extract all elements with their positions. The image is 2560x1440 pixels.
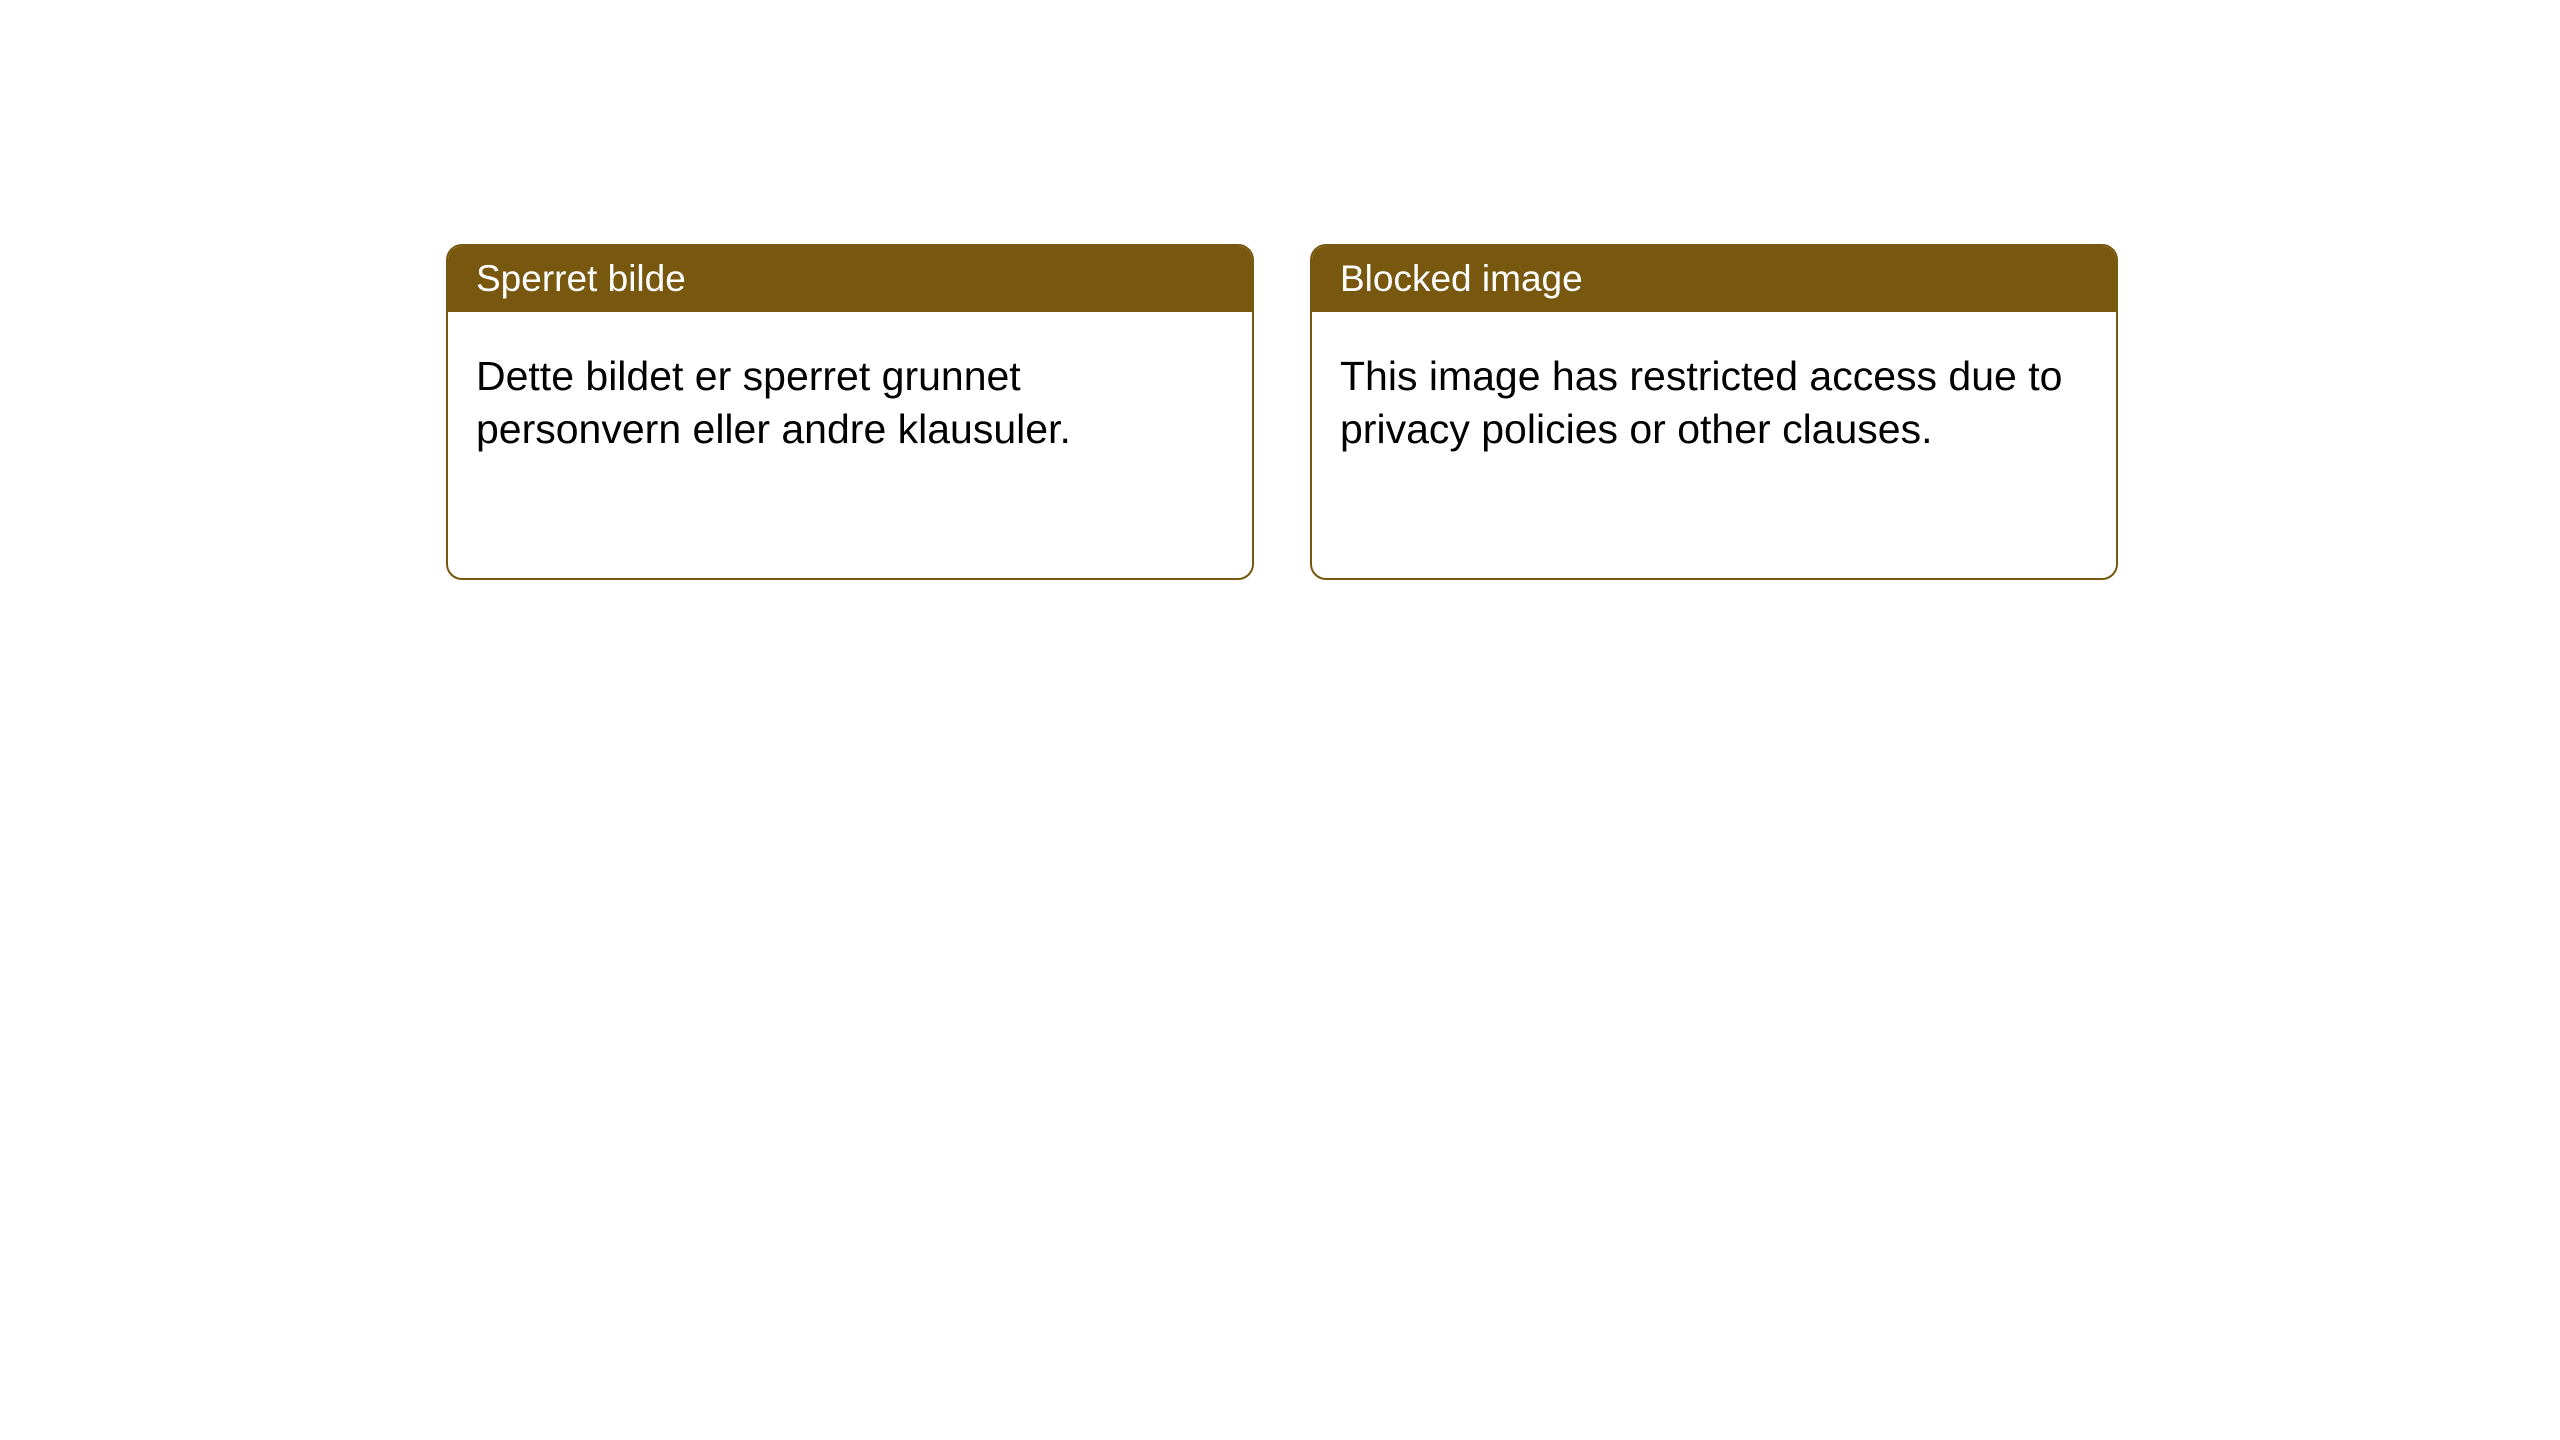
blocked-image-card-norwegian: Sperret bilde Dette bildet er sperret gr… [446, 244, 1254, 580]
notice-container: Sperret bilde Dette bildet er sperret gr… [446, 244, 2118, 580]
card-body: Dette bildet er sperret grunnet personve… [448, 312, 1252, 495]
card-body-text: This image has restricted access due to … [1340, 353, 2062, 452]
card-header: Sperret bilde [448, 246, 1252, 312]
card-body-text: Dette bildet er sperret grunnet personve… [476, 353, 1071, 452]
card-body: This image has restricted access due to … [1312, 312, 2116, 495]
card-title: Blocked image [1340, 258, 1583, 299]
card-title: Sperret bilde [476, 258, 686, 299]
blocked-image-card-english: Blocked image This image has restricted … [1310, 244, 2118, 580]
card-header: Blocked image [1312, 246, 2116, 312]
